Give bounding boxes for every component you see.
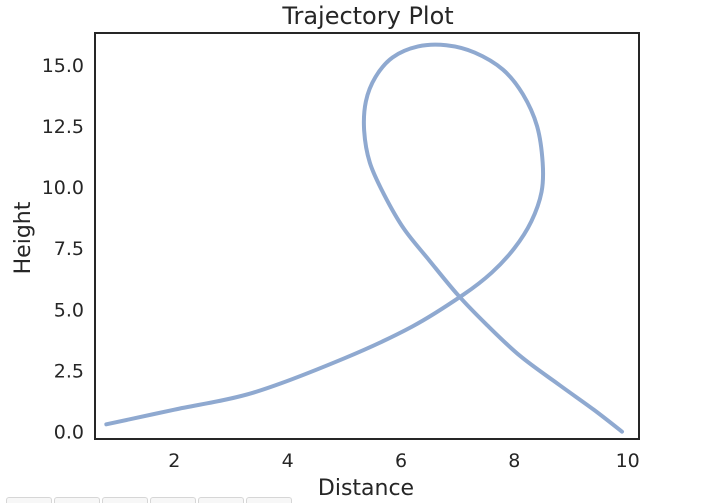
- widget-tab[interactable]: [54, 497, 100, 503]
- y-tick-label: 15.0: [42, 55, 84, 77]
- y-tick-label: 12.5: [42, 116, 84, 138]
- y-tick-label: 5.0: [54, 299, 84, 321]
- y-tick-label: 0.0: [54, 422, 84, 444]
- y-axis-label: Height: [11, 201, 36, 274]
- widget-tab[interactable]: [102, 497, 148, 503]
- x-tick-label: 10: [616, 450, 640, 472]
- y-tick-label: 2.5: [54, 361, 84, 383]
- widget-tab[interactable]: [198, 497, 244, 503]
- y-tick-label: 10.0: [42, 177, 84, 199]
- x-axis-ticks: 2 4 6 8 10: [168, 450, 639, 472]
- trajectory-series-line: [104, 42, 624, 434]
- chart-title: Trajectory Plot: [281, 2, 453, 30]
- x-tick-label: 4: [282, 450, 294, 472]
- plot-area: [94, 32, 640, 440]
- x-tick-label: 2: [168, 450, 180, 472]
- y-tick-label: 7.5: [54, 238, 84, 260]
- widget-tab[interactable]: [246, 497, 292, 503]
- x-tick-label: 6: [395, 450, 407, 472]
- widget-tab[interactable]: [6, 497, 52, 503]
- x-axis-label: Distance: [318, 476, 414, 501]
- widget-tab[interactable]: [150, 497, 196, 503]
- y-axis-ticks: 0.0 2.5 5.0 7.5 10.0 12.5 15.0: [42, 55, 84, 444]
- x-tick-label: 8: [508, 450, 520, 472]
- notebook-widget-tabs: [6, 497, 292, 503]
- plot-frame: [94, 32, 640, 440]
